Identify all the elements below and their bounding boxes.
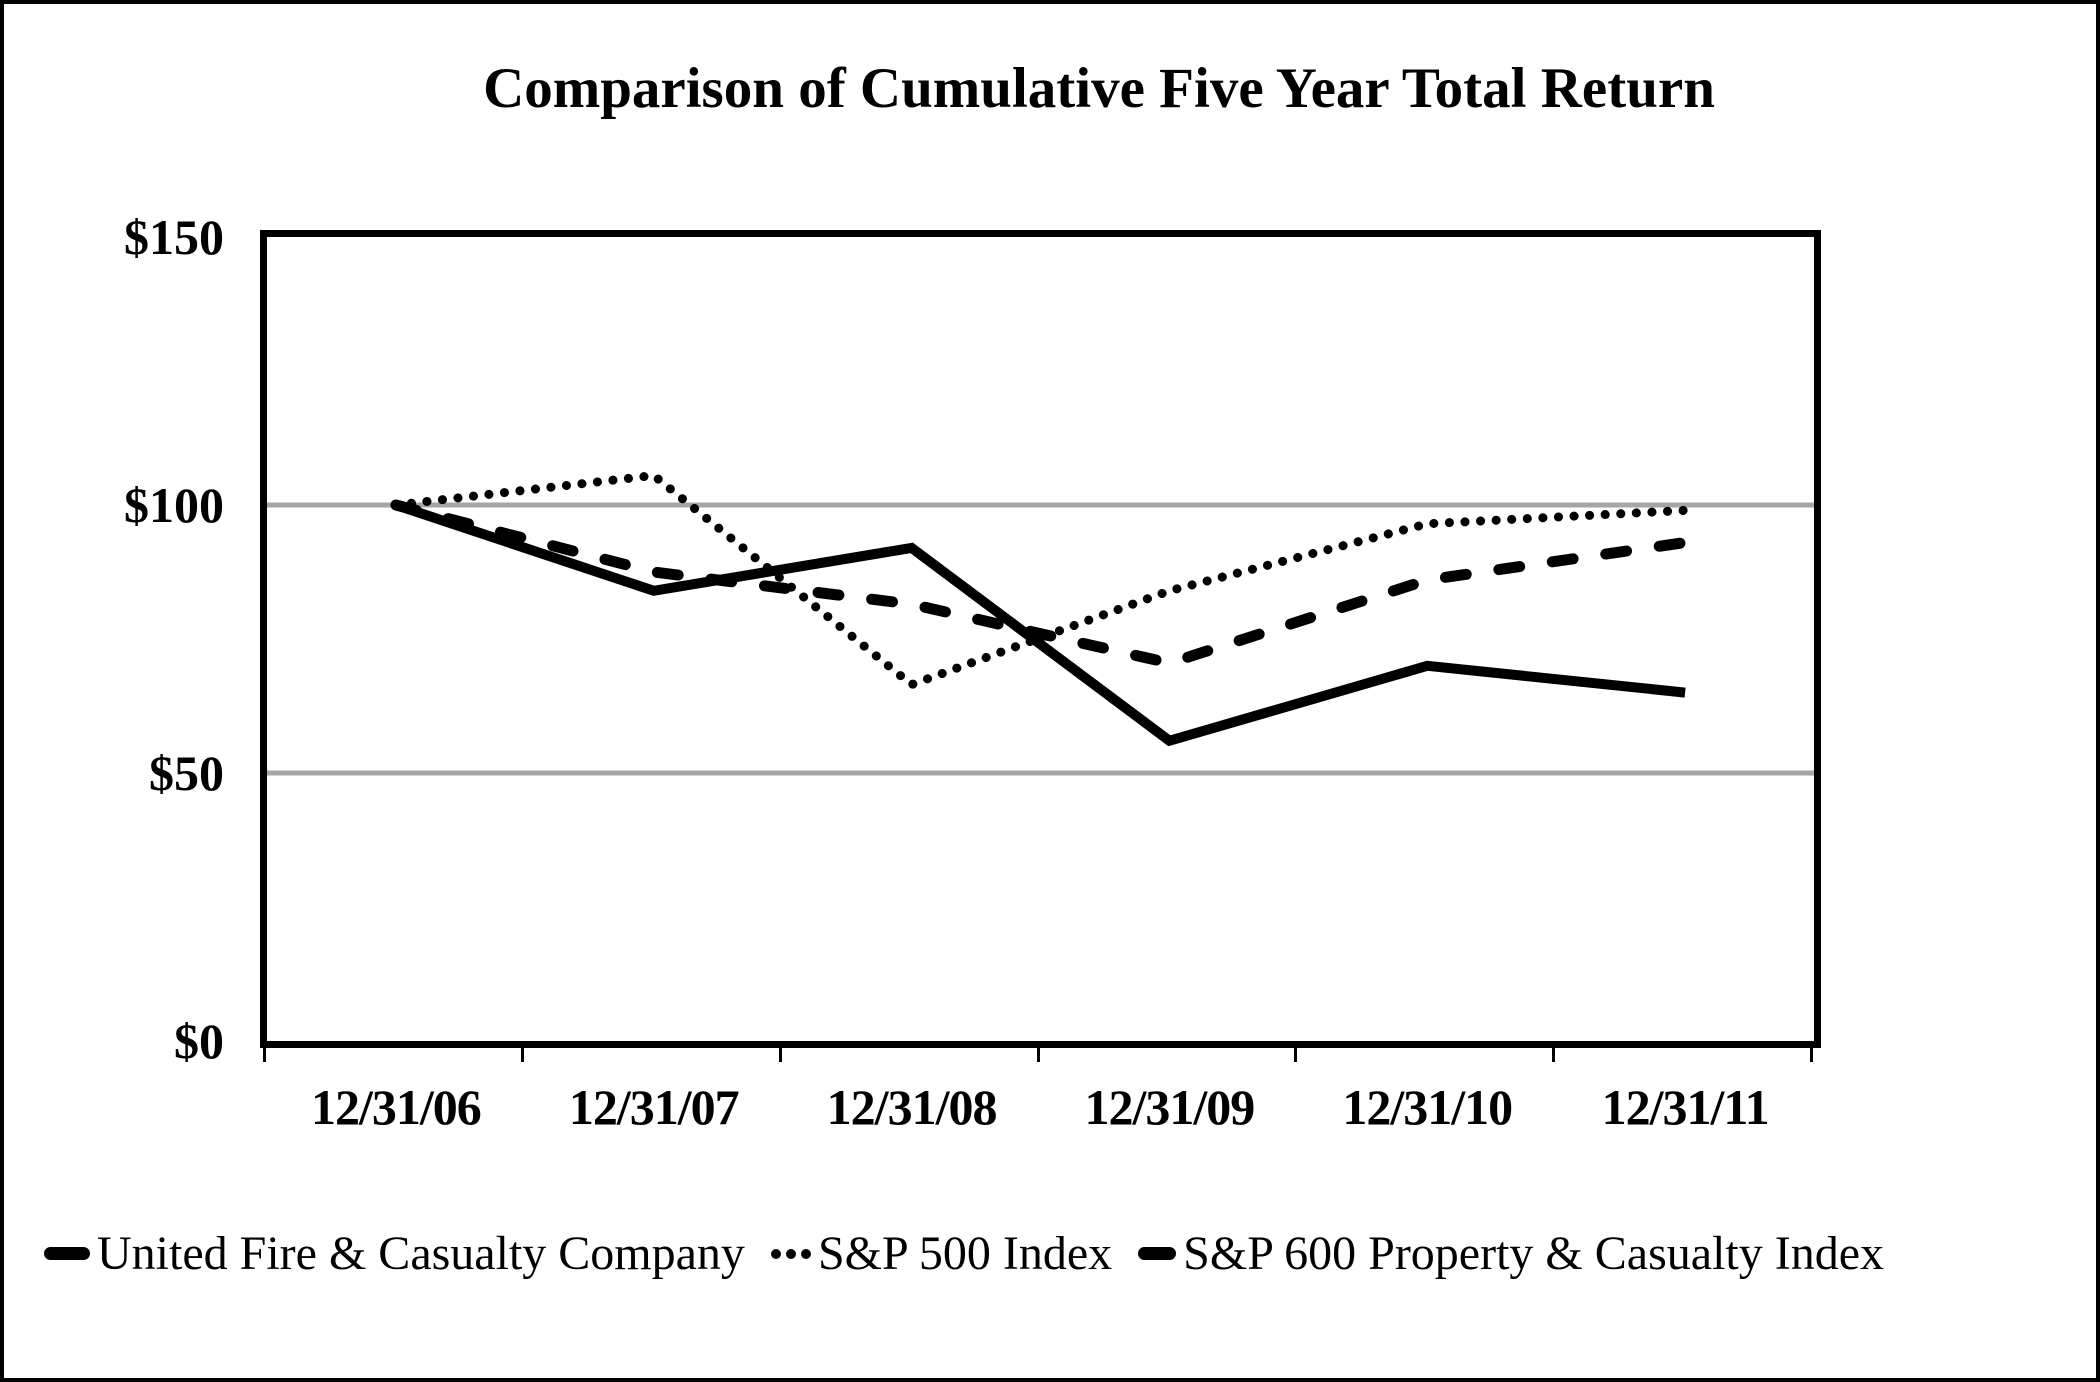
dash-icon: [1138, 1247, 1177, 1260]
legend-swatch-dotted-line-icon: [770, 1248, 811, 1259]
dot-icon: [770, 1248, 781, 1259]
x-axis-label: 12/31/09: [1084, 1079, 1256, 1135]
x-axis-tick: [1810, 1048, 1813, 1062]
x-axis-label: 12/31/06: [311, 1079, 482, 1135]
legend-item: United Fire & Casualty Company: [44, 1226, 745, 1281]
x-axis-label: 12/31/07: [568, 1079, 740, 1135]
x-axis-label: 12/31/11: [1601, 1079, 1770, 1135]
series-line-dashed: [390, 499, 1691, 669]
chart-canvas: [267, 470, 1814, 776]
legend-swatch-dashed-line-icon: [1138, 1247, 1177, 1260]
x-axis-tick: [1552, 1048, 1556, 1062]
x-axis-tick: [778, 1048, 782, 1062]
chart-title: Comparison of Cumulative Five Year Total…: [483, 57, 1715, 120]
dash-icon: [44, 1247, 90, 1260]
legend-item: S&P 500 Index: [770, 1226, 1113, 1281]
dot-icon: [800, 1248, 811, 1259]
x-axis-label: 12/31/10: [1342, 1079, 1513, 1135]
legend-label: S&P 500 Index: [817, 1227, 1113, 1280]
series-line-dotted: [391, 470, 1690, 690]
x-axis-label: 12/31/08: [826, 1079, 998, 1135]
legend-swatch-solid-line-icon: [44, 1247, 90, 1260]
y-axis-label: $150: [124, 209, 224, 265]
x-axis-tick: [1036, 1048, 1040, 1062]
x-axis-tick: [1294, 1048, 1298, 1062]
y-axis-label: $50: [149, 745, 224, 801]
legend-label: S&P 600 Property & Casualty Index: [1183, 1227, 1885, 1280]
plot-area: [260, 230, 1821, 1048]
y-axis-label: $100: [124, 477, 224, 533]
x-axis-tick: [520, 1048, 524, 1062]
chart-legend: United Fire & Casualty Company S&P 500 In…: [44, 1226, 2094, 1281]
y-axis-label: $0: [174, 1013, 224, 1069]
legend-label: United Fire & Casualty Company: [97, 1227, 745, 1280]
legend-item: S&P 600 Property & Casualty Index: [1138, 1226, 1884, 1281]
x-axis-tick: [263, 1048, 266, 1062]
dot-icon: [785, 1248, 796, 1259]
series-line-solid: [394, 500, 1686, 747]
